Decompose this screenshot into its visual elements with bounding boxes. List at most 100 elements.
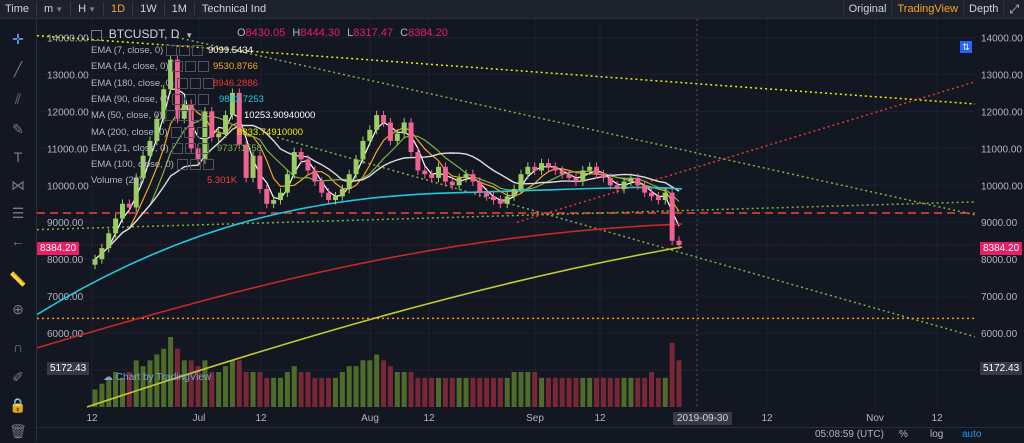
candle-body	[236, 92, 242, 145]
time-tick: Nov	[866, 413, 884, 424]
divider	[70, 2, 72, 16]
candle-body	[209, 111, 215, 138]
minutes-dropdown[interactable]: m ▼	[39, 0, 68, 18]
close-icon[interactable]	[197, 142, 209, 154]
close-icon[interactable]	[192, 45, 204, 56]
settings-icon[interactable]	[189, 159, 201, 171]
indicator-controls[interactable]	[176, 159, 216, 171]
trend-line-icon[interactable]: ╱	[13, 60, 23, 77]
indicator-controls[interactable]	[171, 61, 211, 73]
symbol-dropdown-icon[interactable]: ▼	[185, 31, 194, 40]
volume-bar	[154, 354, 160, 407]
time-tick: 12	[86, 413, 98, 424]
settings-icon[interactable]	[189, 77, 201, 89]
indicator-row[interactable]: MA (50, close, 0) 10253.90940000	[91, 110, 315, 122]
visibility-icon[interactable]	[165, 110, 177, 122]
settings-icon[interactable]	[179, 45, 191, 56]
candle-body	[387, 122, 393, 141]
lock-icon[interactable]: 🔒	[9, 396, 27, 413]
depth-view-button[interactable]: Depth	[963, 0, 1003, 18]
indicator-row[interactable]: EMA (100, close, 0)	[91, 159, 216, 170]
candle-body	[216, 133, 222, 138]
candle-body	[594, 166, 600, 175]
close-icon[interactable]	[197, 93, 209, 105]
text-icon[interactable]: T	[13, 149, 23, 165]
lock-drawing-icon[interactable]: ✐	[12, 368, 24, 385]
auto-toggle[interactable]: auto	[962, 429, 982, 440]
minutes-label: m	[44, 3, 54, 15]
fib-icon[interactable]: ☰	[11, 204, 25, 221]
visibility-icon[interactable]	[166, 45, 178, 56]
fullscreen-icon[interactable]: ⤢	[1003, 0, 1024, 18]
close-icon[interactable]	[202, 77, 214, 89]
chart-settings-icon[interactable]: ⇅	[960, 41, 972, 53]
indicator-controls[interactable]	[171, 93, 211, 105]
pitchfork-icon[interactable]: ⫽	[14, 90, 22, 107]
indicator-controls[interactable]	[170, 126, 210, 138]
back-arrow-icon[interactable]: ←	[11, 233, 25, 249]
indicator-controls[interactable]	[165, 110, 204, 122]
settings-icon[interactable]	[184, 61, 196, 73]
volume-bar	[374, 354, 380, 407]
candle-body	[119, 203, 125, 219]
ruler-icon[interactable]: 📏	[9, 270, 27, 287]
indicator-row[interactable]: MA (200, close, 0) 8333.74910000	[91, 126, 303, 138]
volume-bar	[635, 377, 641, 407]
settings-icon[interactable]	[184, 93, 196, 105]
close-icon[interactable]	[196, 126, 208, 138]
visibility-icon[interactable]	[170, 126, 182, 138]
indicator-value: 8946.2886	[213, 77, 258, 89]
close-icon[interactable]	[202, 159, 214, 171]
hours-dropdown[interactable]: H ▼	[73, 0, 101, 18]
volume-bar	[552, 377, 558, 407]
indicator-row[interactable]: EMA (7, close, 0) 9099.5434	[91, 45, 253, 56]
volume-bar	[442, 377, 448, 407]
time-tick: Jul	[193, 413, 206, 424]
interval-1m-button[interactable]: 1M	[171, 3, 187, 15]
indicator-row[interactable]: EMA (90, close, 0) 9893.7253	[91, 93, 264, 105]
candle-body	[580, 170, 586, 182]
indicator-controls[interactable]	[176, 77, 216, 89]
indicator-row[interactable]: EMA (14, close, 0) 9530.8766	[91, 61, 258, 73]
collapse-legend-icon[interactable]	[91, 29, 102, 41]
close-icon[interactable]	[191, 110, 203, 122]
interval-1w-button[interactable]: 1W	[140, 3, 157, 15]
visibility-icon[interactable]	[176, 77, 188, 89]
time-menu[interactable]: Time	[5, 3, 30, 15]
volume-bar	[559, 377, 565, 407]
price-tick-right: 13000.00	[981, 70, 1023, 81]
percent-toggle[interactable]: %	[899, 429, 908, 440]
indicator-row[interactable]: EMA (180, close, 0) 8946.2886	[91, 77, 258, 89]
volume-bar	[621, 377, 627, 407]
interval-1d-button[interactable]: 1D	[111, 3, 126, 15]
technical-indicators-button[interactable]: Technical Ind	[201, 3, 267, 15]
settings-icon[interactable]	[183, 126, 195, 138]
price-chart[interactable]: 14000.00 14000.00 13000.00 13000.00 12000.00…	[37, 19, 1024, 427]
volume-bar	[511, 372, 517, 407]
indicator-controls[interactable]	[171, 142, 211, 154]
zoom-in-icon[interactable]: ⊕	[12, 300, 24, 317]
magnet-icon[interactable]: ∩	[12, 339, 24, 355]
indicator-controls[interactable]	[166, 45, 205, 56]
volume-bar	[381, 360, 387, 407]
brush-icon[interactable]: ✎	[12, 120, 24, 137]
indicator-row[interactable]: EMA (21, close, 0) 9737.1558	[91, 142, 262, 154]
indicator-name: EMA (90, close, 0)	[91, 93, 169, 105]
settings-icon[interactable]	[184, 142, 196, 154]
indicator-name: EMA (180, close, 0)	[91, 77, 174, 89]
visibility-icon[interactable]	[171, 142, 183, 154]
log-toggle[interactable]: log	[930, 429, 944, 440]
indicator-row[interactable]: Volume (20) 5.301K	[91, 175, 237, 186]
crosshair-icon[interactable]: ✛	[12, 30, 24, 47]
original-view-button[interactable]: Original	[842, 0, 892, 18]
visibility-icon[interactable]	[171, 61, 183, 73]
visibility-icon[interactable]	[171, 93, 183, 105]
pattern-icon[interactable]: ⋈	[11, 176, 25, 193]
trash-icon[interactable]: 🗑	[9, 422, 27, 439]
close-icon[interactable]	[197, 61, 209, 73]
volume-bar	[92, 389, 98, 407]
tradingview-view-button[interactable]: TradingView	[891, 0, 963, 18]
settings-icon[interactable]	[178, 110, 190, 122]
visibility-icon[interactable]	[176, 159, 188, 171]
candle-body	[394, 133, 400, 141]
